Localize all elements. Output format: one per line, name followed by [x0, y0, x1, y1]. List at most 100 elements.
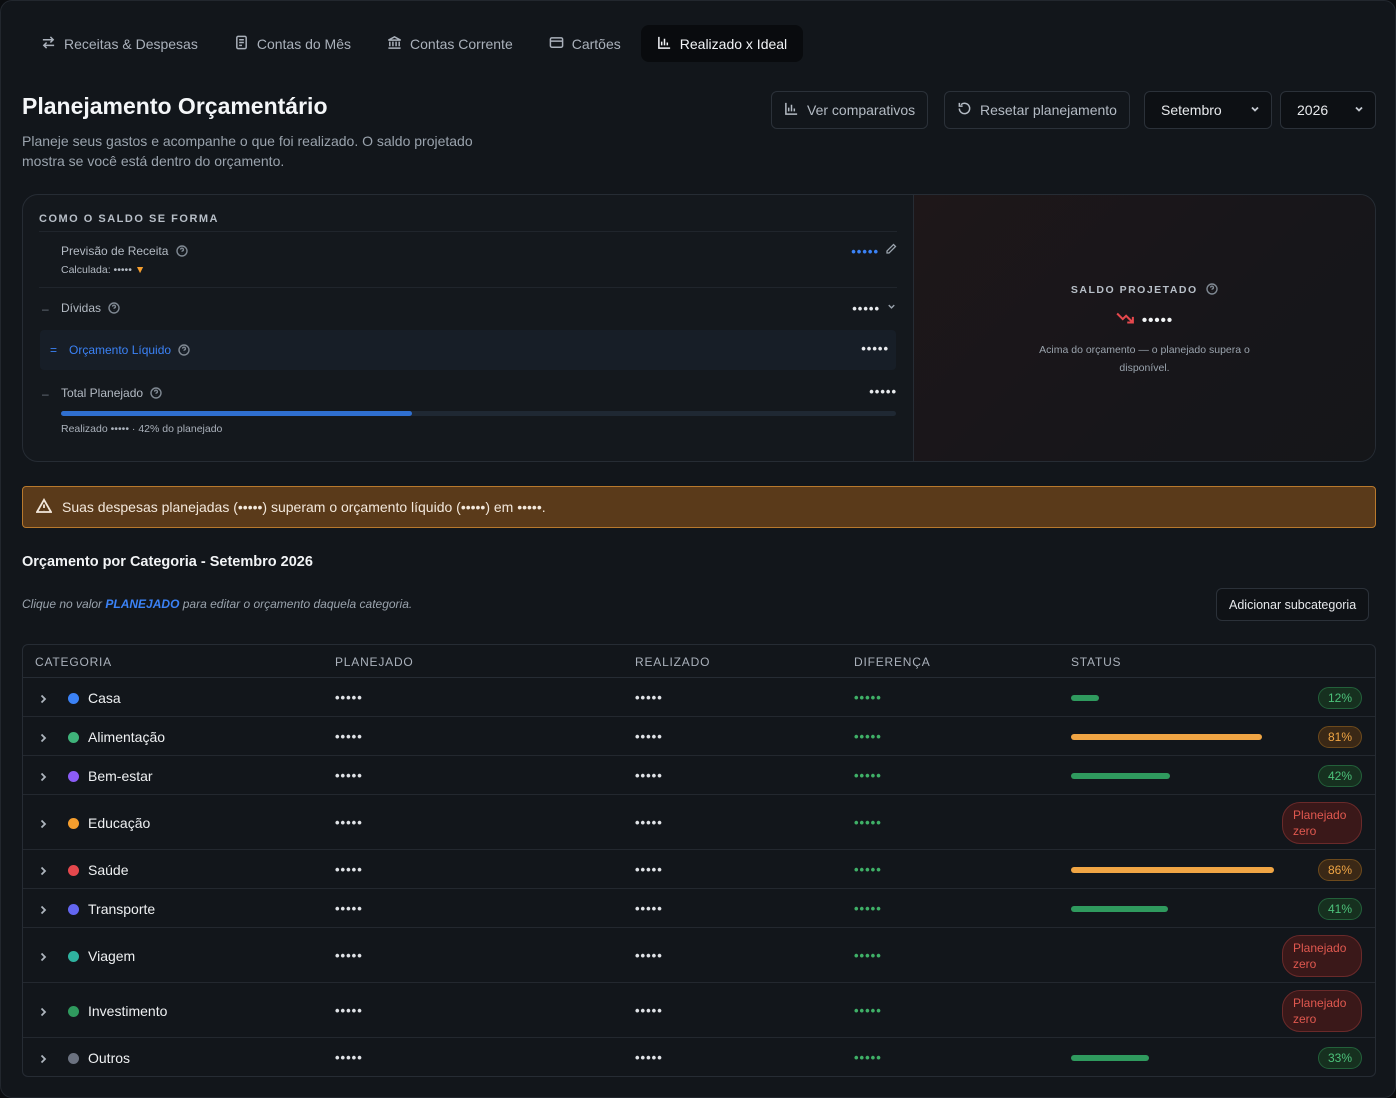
status-progress-fill	[1071, 695, 1100, 701]
hint-before: Clique no valor	[22, 597, 106, 611]
table-row[interactable]: Alimentação ••••• ••••• ••••• 81%	[23, 717, 1375, 756]
page-title: Planejamento Orçamentário	[22, 93, 328, 119]
category-color-dot	[68, 1053, 79, 1064]
category-color-dot	[68, 904, 79, 915]
planejado-value[interactable]: •••••	[335, 729, 363, 744]
dividas-value: •••••	[852, 300, 880, 316]
document-icon	[234, 35, 249, 53]
realizado-value: •••••	[635, 729, 663, 744]
diferenca-value: •••••	[854, 815, 882, 830]
projetado-value: •••••	[1141, 312, 1174, 329]
categoria-section-title: Orçamento por Categoria - Setembro 2026	[22, 554, 313, 570]
realizado-text: Realizado ••••• · 42% do planejado	[61, 423, 223, 435]
planejado-value[interactable]: •••••	[335, 901, 363, 916]
dividas-label: Dívidas	[61, 301, 102, 315]
planejado-value[interactable]: •••••	[335, 948, 363, 963]
planejado-value[interactable]: •••••	[335, 815, 363, 830]
realizado-value: •••••	[635, 948, 663, 963]
receita-value[interactable]: •••••	[851, 243, 879, 259]
calculada-marker[interactable]: ▼	[134, 264, 146, 276]
year-select[interactable]: 2026	[1280, 91, 1376, 129]
realizado-value: •••••	[635, 901, 663, 916]
table-row[interactable]: Educação ••••• ••••• ••••• Planejado zero	[23, 795, 1375, 850]
saldo-section-label: COMO O SALDO SE FORMA	[39, 213, 219, 225]
pencil-icon[interactable]	[885, 242, 897, 260]
diferenca-value: •••••	[854, 729, 882, 744]
compare-button[interactable]: Ver comparativos	[771, 91, 929, 129]
projetado-label: SALDO PROJETADO	[1070, 284, 1198, 296]
category-color-dot	[68, 771, 79, 782]
edit-hint: Clique no valor PLANEJADO para editar o …	[22, 597, 412, 611]
planejado-value[interactable]: •••••	[335, 690, 363, 705]
chevron-right-icon[interactable]	[37, 731, 49, 743]
category-name: Casa	[88, 690, 121, 706]
divider	[39, 231, 897, 232]
tab-contas-corrente[interactable]: Contas Corrente	[371, 25, 529, 62]
chevron-right-icon[interactable]	[37, 903, 49, 915]
help-icon[interactable]	[176, 245, 188, 257]
column-header-status: STATUS	[1071, 655, 1122, 669]
divider	[39, 287, 897, 288]
help-icon[interactable]	[1206, 283, 1218, 295]
calculada-row: Calculada: ••••• ▼	[61, 264, 145, 276]
chevron-right-icon[interactable]	[37, 1052, 49, 1064]
tab-receitas-despesas[interactable]: Receitas & Despesas	[25, 25, 214, 62]
tab-realizado-ideal[interactable]: Realizado x Ideal	[640, 25, 804, 62]
orcamento-liquido-row	[40, 330, 896, 370]
status-badge: Planejado zero	[1282, 935, 1362, 977]
table-row[interactable]: Saúde ••••• ••••• ••••• 86%	[23, 850, 1375, 889]
reset-planning-button[interactable]: Resetar planejamento	[944, 91, 1130, 129]
add-subcategory-button[interactable]: Adicionar subcategoria	[1216, 588, 1370, 621]
category-color-dot	[68, 865, 79, 876]
help-icon[interactable]	[108, 302, 121, 314]
category-color-dot	[68, 1006, 79, 1017]
tab-label: Receitas & Despesas	[64, 35, 198, 52]
status-badge: 12%	[1317, 687, 1362, 709]
dividas-row: Dívidas	[61, 301, 121, 315]
diferenca-value: •••••	[854, 768, 882, 783]
chevron-down-icon	[886, 299, 897, 317]
status-progress-bar	[1071, 734, 1281, 740]
chevron-right-icon[interactable]	[37, 770, 49, 782]
total-label: Total Planejado	[61, 386, 144, 400]
tab-cartoes[interactable]: Cartões	[533, 25, 637, 62]
planejado-value[interactable]: •••••	[335, 1003, 363, 1018]
chevron-right-icon[interactable]	[37, 817, 49, 829]
chevron-right-icon[interactable]	[37, 864, 49, 876]
column-header-realizado: REALIZADO	[635, 655, 711, 669]
planejado-value[interactable]: •••••	[335, 1050, 363, 1065]
saldo-breakdown: COMO O SALDO SE FORMA Previsão de Receit…	[23, 195, 913, 461]
help-icon[interactable]	[178, 344, 191, 356]
page-subtitle: Planeje seus gastos e acompanhe o que fo…	[22, 133, 473, 169]
liquido-label-group: Orçamento Líquido	[69, 343, 191, 357]
month-select[interactable]: Setembro	[1144, 91, 1272, 129]
realizado-value: •••••	[635, 690, 663, 705]
realizado-value: •••••	[635, 768, 663, 783]
table-row[interactable]: Investimento ••••• ••••• ••••• Planejado zer…	[23, 983, 1375, 1038]
diferenca-value: •••••	[854, 1003, 882, 1018]
dividas-value-group[interactable]: •••••	[852, 299, 897, 317]
table-row[interactable]: Outros ••••• ••••• ••••• 33%	[23, 1038, 1375, 1076]
tab-label: Contas do Mês	[256, 35, 352, 52]
status-progress-fill	[1071, 1055, 1149, 1061]
diferenca-value: •••••	[854, 901, 882, 916]
table-row[interactable]: Casa ••••• ••••• ••••• 12%	[23, 678, 1375, 717]
month-value: Setembro	[1161, 102, 1222, 118]
chevron-right-icon[interactable]	[37, 1005, 49, 1017]
tab-label: Cartões	[571, 35, 621, 52]
projetado-note: Acima do orçamento — o planejado supera …	[1039, 344, 1250, 374]
planejado-value[interactable]: •••••	[335, 862, 363, 877]
arrows-exchange-icon	[41, 35, 56, 53]
status-progress-bar	[1071, 695, 1281, 701]
chevron-right-icon[interactable]	[37, 692, 49, 704]
planejado-value[interactable]: •••••	[335, 768, 363, 783]
tab-contas-mes[interactable]: Contas do Mês	[218, 25, 367, 62]
table-row[interactable]: Viagem ••••• ••••• ••••• Planejado zero	[23, 928, 1375, 983]
table-row[interactable]: Transporte ••••• ••••• ••••• 41%	[23, 889, 1375, 928]
status-progress-fill	[1071, 773, 1171, 779]
chevron-right-icon[interactable]	[37, 950, 49, 962]
table-row[interactable]: Bem-estar ••••• ••••• ••••• 42%	[23, 756, 1375, 795]
status-progress-bar	[1071, 773, 1281, 779]
category-color-dot	[68, 818, 79, 829]
help-icon[interactable]	[150, 387, 163, 399]
